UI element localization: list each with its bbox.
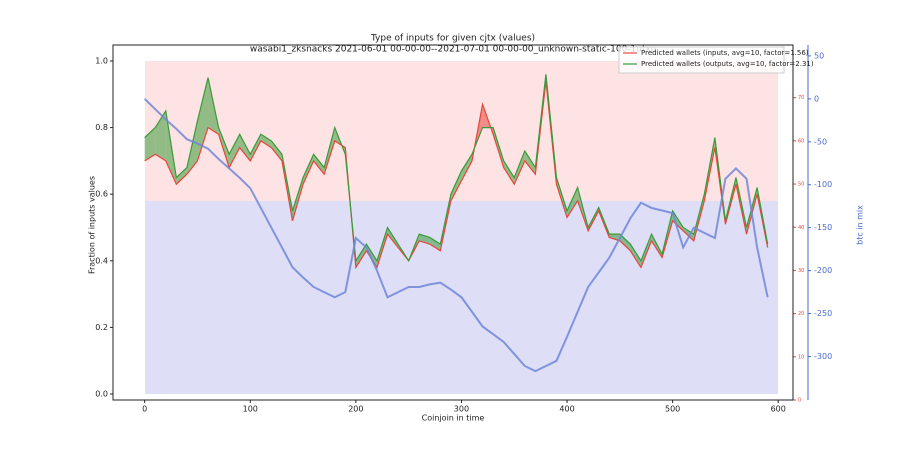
- y2-tick-label: -100: [814, 180, 832, 189]
- fill-between: [640, 234, 652, 268]
- fill-between: [239, 134, 251, 161]
- legend-label: Predicted wallets (inputs, avg=10, facto…: [641, 49, 809, 57]
- fill-between: [176, 167, 187, 185]
- fill-between: [355, 244, 367, 268]
- y3-tick-label: 60: [798, 138, 804, 144]
- y2-tick-label: -200: [814, 266, 832, 275]
- y2-tick-label: -50: [814, 137, 827, 146]
- plot-frame: [112, 44, 794, 401]
- y3-tick-label: 40: [798, 225, 804, 231]
- fill-between: [524, 150, 536, 175]
- fill-between: [461, 154, 473, 181]
- fill-between: [503, 160, 515, 185]
- y3-tick-label: 20: [798, 311, 804, 317]
- chart-title: Type of inputs for given cjtx (values): [370, 34, 535, 44]
- y-tick-label: 0.0: [95, 390, 108, 399]
- x-tick-label: 300: [454, 405, 469, 414]
- line: [143, 98, 769, 373]
- y2-tick-label: -300: [814, 352, 832, 361]
- fill-between: [313, 154, 325, 175]
- x-tick-label: 0: [142, 405, 147, 414]
- fill-between: [197, 77, 209, 161]
- y2-axis-label: btc in mix: [856, 205, 865, 245]
- fill-between: [144, 127, 156, 161]
- y2-tick-label: -250: [814, 309, 832, 318]
- y-tick-label: 1.0: [95, 56, 108, 65]
- y-tick-label: 0.4: [95, 256, 108, 265]
- line: [144, 80, 769, 270]
- fill-between: [450, 170, 462, 201]
- y2-tick-label: 0: [814, 94, 819, 103]
- legend-box: [618, 46, 785, 74]
- y-tick-label: 0.8: [95, 123, 108, 132]
- x-tick-label: 200: [348, 405, 363, 414]
- fill-between: [366, 244, 377, 268]
- fill-between: [609, 234, 620, 241]
- x-axis-label: Coinjoin in time: [422, 414, 485, 423]
- y3-tick-label: 50: [798, 182, 804, 188]
- y3-tick-label: 10: [798, 354, 804, 360]
- x-tick-label: 600: [771, 405, 786, 414]
- fill-between: [567, 187, 578, 218]
- fill-between: [514, 150, 525, 185]
- y-tick-label: 0.6: [95, 190, 108, 199]
- chart-subtitle: wasabi1_zksnacks 2021-06-01 00-00-00--20…: [250, 45, 657, 55]
- x-tick-label: 400: [559, 405, 574, 414]
- y-axis-label: Fraction of inputs values: [88, 176, 97, 274]
- fill-between: [630, 244, 641, 268]
- x-tick-label: 100: [243, 405, 258, 414]
- line: [144, 74, 769, 263]
- fill-between: [229, 134, 240, 168]
- fill-between: [683, 227, 694, 241]
- fill-between: [260, 134, 272, 148]
- y3-tick-label: 30: [798, 268, 804, 274]
- fill-between: [619, 234, 631, 251]
- fill-between: [271, 140, 282, 161]
- fill-between: [429, 237, 441, 251]
- y2-tick-label: -150: [814, 223, 832, 232]
- y-tick-label: 0.2: [95, 323, 108, 332]
- fill-between: [303, 154, 314, 185]
- y3-tick-label: 0: [798, 398, 801, 404]
- x-tick-label: 500: [665, 405, 680, 414]
- fill-between: [250, 134, 261, 161]
- legend-label: Predicted wallets (outputs, avg=10, fact…: [641, 60, 814, 68]
- y3-tick-label: 70: [798, 95, 804, 101]
- y2-tick-label: 50: [814, 51, 824, 60]
